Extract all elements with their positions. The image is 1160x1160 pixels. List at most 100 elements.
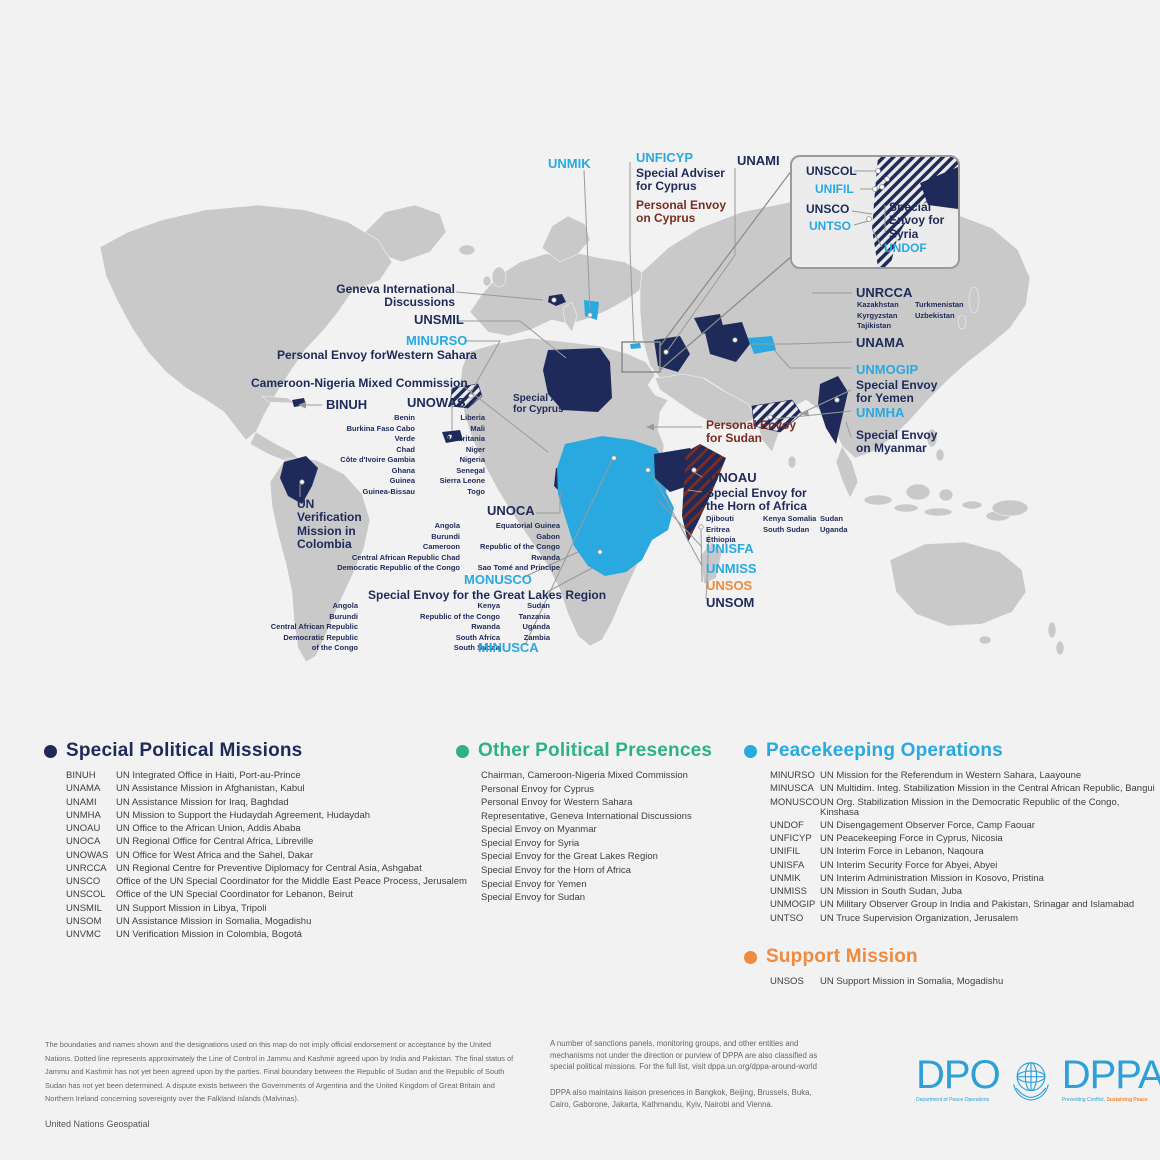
mission-abbr: UNSCOL (66, 889, 106, 901)
legend-row: UNAMA UN Assistance Mission in Afghanist… (66, 784, 467, 794)
leader-lines (299, 162, 853, 646)
map-label: Special Adviser for Cyprus (513, 393, 588, 416)
legend-row: UNTSO UN Truce Supervision Organization,… (770, 912, 1160, 924)
inset-label: Special Envoy for Syria (889, 200, 945, 241)
middle-east-inset: UNSCOL UNIFIL UNSCO UNTSO Special Envoy for … (790, 155, 960, 269)
mission-abbr: UNTSO (770, 912, 804, 924)
mission-abbr: MINURSO (770, 770, 815, 781)
legend-row: UNMIK UN Interim Administration Mission … (770, 872, 1160, 884)
legend-row: UNOAU UN Office to the African Union, Ad… (66, 824, 467, 834)
mission-abbr: MINUSCA (770, 783, 814, 795)
legend-row: UNAMI UN Assistance Mission for Iraq, Ba… (66, 797, 467, 808)
legend-row: UNOCA UN Regional Office for Central Afr… (66, 837, 467, 847)
legend-peacekeeping-operations: Peacekeeping Operations MINURSO UN Missi… (744, 740, 1160, 927)
dppa-wordmark: DPPA (1061, 1053, 1160, 1097)
mission-desc: UN Integrated Office in Haiti, Port-au-P… (116, 770, 301, 781)
legend-row: MINURSO UN Mission for the Referendum in… (770, 771, 1160, 781)
map-label: Special Envoy for Yemen (856, 378, 938, 406)
map-label: Special Envoy on Myanmar (856, 428, 938, 456)
mission-abbr: UNMIK (770, 872, 801, 884)
mission-abbr: UNSMIL (66, 902, 102, 914)
mission-abbr: MONUSCO (770, 796, 820, 808)
legend-row: UNMISS UN Mission in South Sudan, Juba (770, 887, 1160, 897)
legend-row: UNSCOL Office of the UN Special Coordina… (66, 890, 467, 900)
inset-label: UNTSO (809, 219, 851, 233)
map-label: Special Envoy for the Great Lakes Region (368, 588, 607, 602)
map-label: Sudan Uganda (820, 514, 848, 534)
mission-abbr: UNISFA (770, 859, 805, 871)
mission-desc: UN Assistance Mission in Afghanistan, Ka… (116, 783, 305, 795)
mission-abbr: UNOAU (66, 823, 101, 835)
legend-row: UNRCCA UN Regional Centre for Preventive… (66, 862, 467, 874)
legend-row: UNDOF UN Disengagement Observer Force, C… (770, 819, 1160, 831)
map-label: Benin Burkina Faso Cabo Verde Chad Côte … (340, 413, 415, 496)
map-label: UNRCCA (856, 285, 913, 300)
dppa-tagline: Preventing Conflict, Sustaining Peace (1061, 1097, 1148, 1103)
map-label: Djibouti Eritrea Ethiopia (706, 514, 736, 544)
presence-item: Chairman, Cameroon-Nigeria Mixed Commiss… (481, 770, 688, 781)
map-label: Angola Burundi Cameroon Central African … (337, 521, 460, 572)
mission-abbr: UNFICYP (770, 833, 812, 845)
legend-row: BINUH UN Integrated Office in Haiti, Por… (66, 771, 467, 781)
mission-abbr: UNIFIL (770, 846, 801, 858)
map-label: Kenya Somalia South Sudan (763, 514, 817, 534)
liaison-note: DPPA also maintains liaison presences in… (550, 1088, 812, 1109)
presence-item: Special Envoy for the Horn of Africa (481, 864, 631, 876)
map-label: Personal Envoy forWestern Sahara (277, 348, 477, 362)
legend-row: UNISFA UN Interim Security Force for Aby… (770, 859, 1160, 871)
map-label: Geneva International Discussions (336, 282, 455, 310)
map-label: UNAMA (856, 335, 905, 350)
legend-title: Other Political Presences (478, 740, 713, 761)
presence-item: Special Envoy for the Great Lakes Region (481, 851, 658, 863)
dpo-logo: DPO Department of Peace Operations (916, 1053, 1001, 1103)
mission-desc: UN Interim Security Force for Abyei, Aby… (820, 859, 998, 871)
blue-bullet-icon (744, 744, 757, 758)
mission-abbr: UNMISS (770, 886, 807, 898)
mission-desc: UN Support Mission in Somalia, Mogadishu (820, 976, 1004, 987)
footer-logos: DPO Department of Peace Operations DPPA … (916, 1055, 1160, 1107)
presence-item: Special Envoy for Yemen (481, 878, 587, 890)
orange-bullet-icon (744, 950, 757, 964)
map-label: UNFICYP (636, 150, 694, 165)
mission-desc: UN Peacekeeping Force in Cyprus, Nicosia (820, 833, 1003, 845)
map-label: Kenya Republic of the Congo Rwanda South… (420, 601, 500, 652)
dpo-wordmark: DPO (916, 1053, 1001, 1097)
green-bullet-icon (456, 744, 469, 758)
un-emblem-icon (1012, 1062, 1049, 1101)
mission-desc: UN Org. Stabilization Mission in the Dem… (820, 796, 1120, 818)
legend-row: MINUSCA UN Multidim. Integ. Stabilizatio… (770, 784, 1160, 794)
legend-row: UNSOM UN Assistance Mission in Somalia, … (66, 915, 467, 927)
mission-desc: UN Office for West Africa and the Sahel,… (116, 849, 314, 861)
leader-arrowheads (298, 401, 809, 431)
legend-row: UNFICYP UN Peacekeeping Force in Cyprus,… (770, 834, 1160, 844)
presence-item: Personal Envoy for Cyprus (481, 783, 594, 795)
legend-other-political-presences: Other Political Presences Chairman, Came… (456, 740, 712, 907)
map-label: Liberia Mali Mauritania Niger Nigeria Se… (439, 413, 485, 496)
map-label: Angola Burundi Central African Republic … (270, 601, 358, 652)
mission-desc: UN Mission for the Referendum in Western… (820, 770, 1082, 781)
presence-item: Special Envoy on Myanmar (481, 824, 597, 836)
map-label: Personal Envoy for Sudan (706, 418, 797, 446)
inset-label: UNSCO (806, 202, 850, 216)
mission-abbr: UNSOM (66, 915, 102, 927)
inset-label: UNIFIL (815, 182, 854, 196)
map-label: UNAMI (737, 153, 780, 168)
map-label: UNMHA (856, 405, 905, 420)
map-label: MONUSCO (464, 572, 532, 587)
map-label: Cameroon-Nigeria Mixed Commission (251, 376, 468, 390)
mission-desc: UN Regional Centre for Preventive Diplom… (116, 862, 422, 874)
map-label: MINUSCA (478, 640, 539, 655)
legend-row: UNOWAS UN Office for West Africa and the… (66, 849, 467, 861)
mission-desc: UN Verification Mission in Colombia, Bog… (116, 929, 302, 941)
map-label: Equatorial Guinea Gabon Republic of the … (477, 521, 560, 572)
inset-connector (621, 169, 793, 373)
legend-row: UNSOS UN Support Mission in Somalia, Mog… (770, 977, 1003, 987)
mission-abbr: UNSOS (770, 976, 804, 987)
legend-title: Special Political Missions (66, 740, 303, 761)
map-label: MINURSO (406, 333, 468, 348)
mission-desc: UN Disengagement Observer Force, Camp Fa… (820, 819, 1035, 831)
legend-row: UNMOGIP UN Military Observer Group in In… (770, 900, 1160, 910)
map-label: UNOCA (487, 503, 535, 518)
mission-desc: UN Military Observer Group in India and … (820, 899, 1135, 911)
